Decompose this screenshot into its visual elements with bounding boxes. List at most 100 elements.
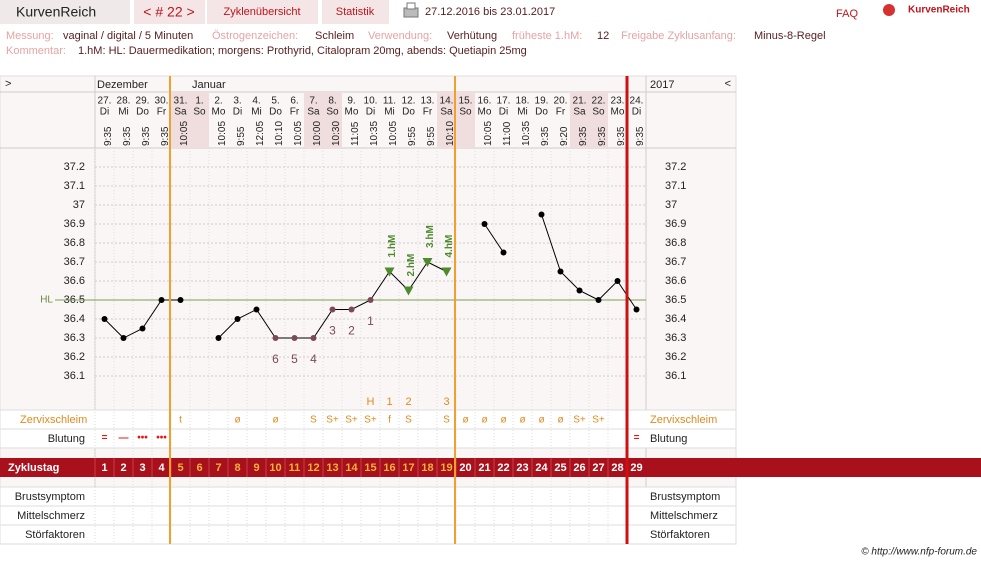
time: 9:35 [597, 126, 608, 146]
count-label: 6 [272, 352, 279, 366]
time: 9:20 [559, 126, 570, 146]
info-label: früheste 1.hM: [512, 30, 582, 42]
cycle-day: 25 [554, 462, 566, 474]
y-tick-label: 37 [73, 199, 85, 211]
day: 5. [271, 96, 279, 107]
peak-label: 1 [386, 396, 392, 408]
y-tick-label-right: 36.6 [665, 275, 686, 287]
time: 11:00 [502, 121, 513, 146]
point [120, 335, 127, 341]
high-label: 2.hM [406, 254, 417, 277]
time: 12:05 [255, 121, 266, 146]
cycle-day: 6 [196, 462, 202, 474]
point [291, 335, 298, 341]
mucus: S [310, 415, 317, 426]
y-tick-label: 36.7 [64, 256, 85, 268]
info-value: Verhütung [447, 30, 497, 42]
info: Messung: vaginal / digital / 5 Minuten Öst… [6, 30, 826, 42]
point [348, 306, 355, 313]
bleeding: ••• [156, 433, 167, 444]
cycle-day: 17 [402, 462, 414, 474]
weekday: Do [136, 107, 149, 118]
weekday: Do [269, 107, 282, 118]
day: 6. [290, 96, 298, 107]
y-tick-label: 36.4 [64, 313, 85, 325]
peak-label: H [367, 396, 375, 408]
row-label: Zyklustag [8, 462, 59, 474]
day: 30. [155, 96, 169, 107]
point [177, 297, 184, 303]
cycle-day: 27 [592, 462, 604, 474]
expand-right[interactable]: < [725, 78, 731, 90]
day: 1. [195, 96, 203, 107]
mucus: ø [272, 415, 278, 426]
cycle-nav[interactable]: < # 22 > [143, 4, 194, 20]
y-tick-label: 36.3 [64, 332, 85, 344]
weekday: Sa [440, 107, 453, 118]
cycle-day: 10 [269, 462, 281, 474]
mucus: S [443, 415, 450, 426]
day: 23. [611, 96, 625, 107]
day: 3. [233, 96, 241, 107]
logo[interactable]: KurvenReich [908, 5, 970, 16]
tab[interactable]: Statistik [336, 6, 375, 18]
weekend-column [171, 92, 190, 148]
tab-box[interactable] [207, 0, 318, 24]
cycle-day: 21 [478, 462, 490, 474]
day: 14. [440, 96, 454, 107]
cycle-day: 15 [364, 462, 376, 474]
point [633, 306, 640, 313]
y-tick-label-right: 36.2 [665, 351, 686, 363]
day: 22. [592, 96, 606, 107]
point [500, 249, 507, 256]
y-tick-label: 36.6 [64, 275, 85, 287]
row-label: Blutung [650, 433, 687, 445]
tab-box[interactable] [322, 0, 389, 24]
point [158, 297, 165, 303]
weekday: Mo [611, 107, 625, 118]
time: 10:35 [521, 121, 532, 146]
time: 9:35 [616, 126, 627, 146]
time: 9:35 [578, 126, 589, 146]
nav-box[interactable] [134, 0, 205, 24]
point [272, 335, 279, 341]
cycle-day: 24 [535, 462, 548, 474]
day: 10. [364, 96, 378, 107]
weekday: Mo [478, 107, 492, 118]
weekday: Fr [290, 107, 300, 118]
footer: © http://www.nfp-forum.de [861, 547, 977, 558]
weekend-shading [171, 92, 608, 148]
print-icon[interactable] [403, 2, 419, 18]
weekday: Mi [384, 107, 395, 118]
tab[interactable]: Zyklenübersicht [223, 6, 300, 18]
y-tick-label: 36.2 [64, 351, 85, 363]
faq[interactable]: FAQ [836, 8, 858, 20]
weekday: Mi [251, 107, 262, 118]
point [481, 221, 488, 227]
expand-left[interactable]: > [5, 78, 11, 90]
day: 24. [630, 96, 644, 107]
count-label: 2 [348, 324, 355, 338]
weekday: Mo [212, 107, 226, 118]
day: 29. [136, 96, 150, 107]
day: 8. [328, 96, 336, 107]
time: 10:35 [369, 121, 380, 146]
cycle-day: 18 [421, 462, 433, 474]
weekday: Fr [157, 107, 167, 118]
weekday: Di [366, 107, 375, 118]
info-value: Schleim [315, 30, 354, 42]
year: 2017 [650, 79, 674, 91]
day: 17. [497, 96, 511, 107]
cycle-day: 14 [345, 462, 358, 474]
weekday: Di [233, 107, 242, 118]
time: 9:35 [635, 126, 646, 146]
y-tick-label-right: 36.5 [665, 294, 686, 306]
time: 9:35 [540, 126, 551, 146]
mucus: S+ [592, 415, 605, 426]
time: 9:35 [122, 126, 133, 146]
day: 4. [252, 96, 260, 107]
cycle-day: 20 [459, 462, 471, 474]
mucus: S+ [326, 415, 339, 426]
time: 9:55 [407, 126, 418, 146]
